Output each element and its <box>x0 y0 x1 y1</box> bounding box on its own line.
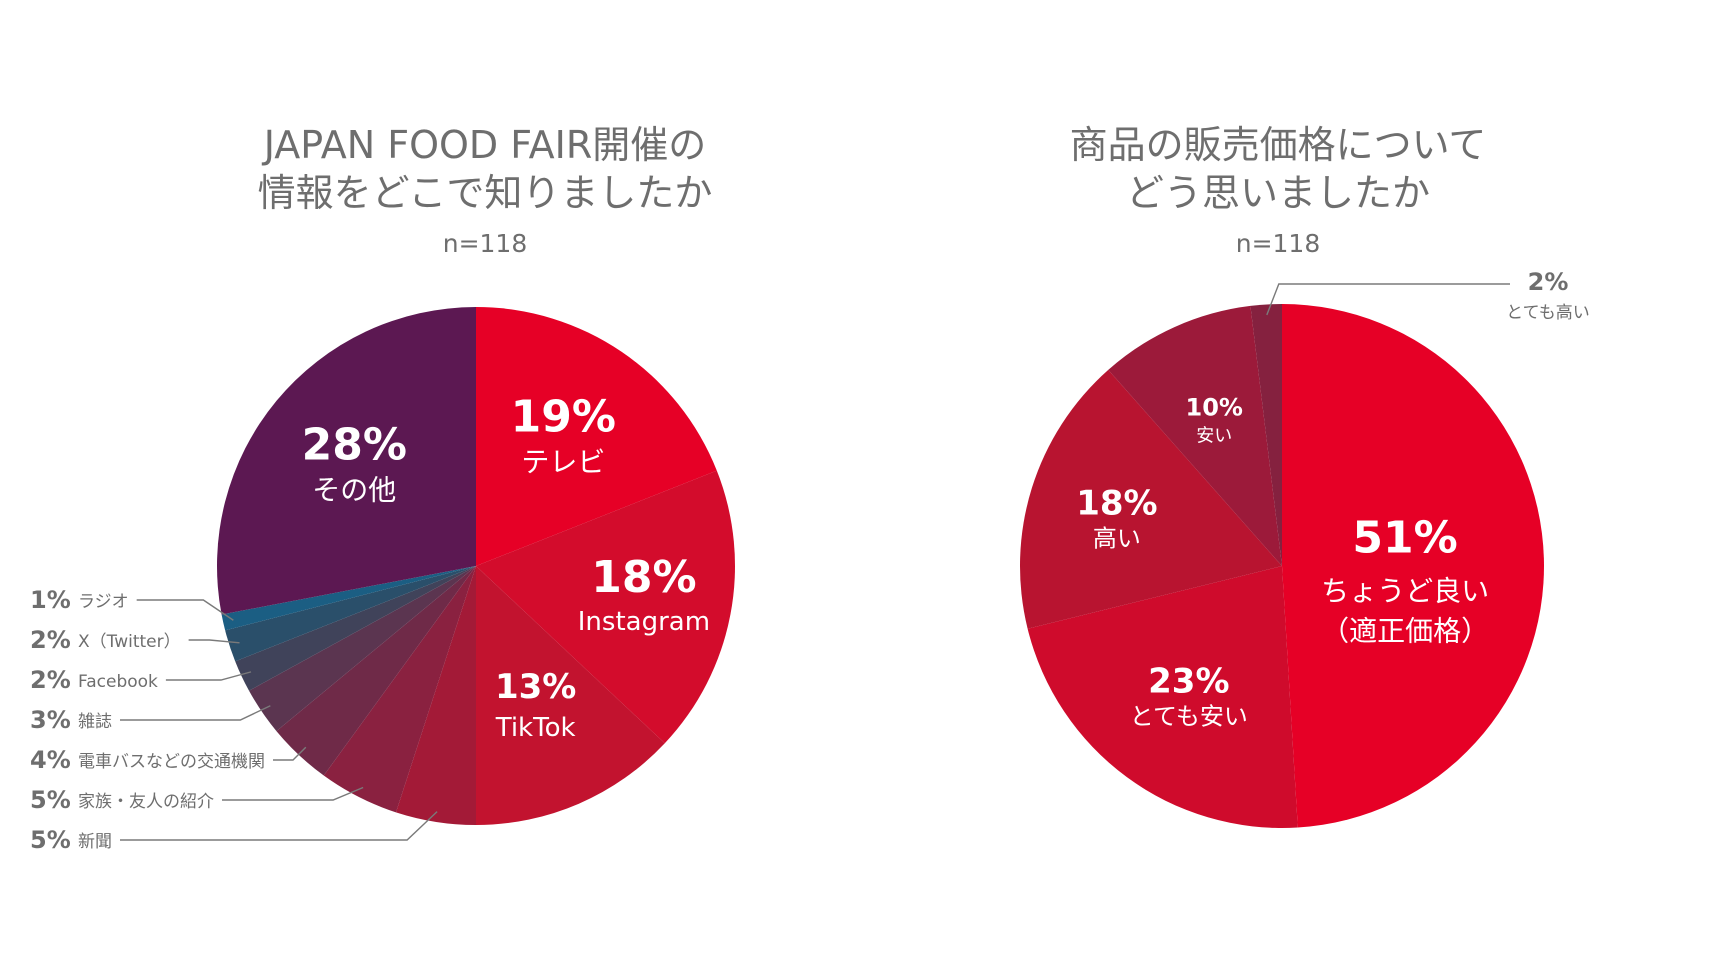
slice-category-label: 安い <box>1196 425 1232 446</box>
chart2-title-line2: どう思いましたか <box>1126 171 1430 215</box>
outside-percent-label: 1% <box>30 586 71 614</box>
chart1-subtitle: n=118 <box>443 229 528 258</box>
outside-category-label: 雑誌 <box>78 712 112 732</box>
outside-category-label: 新聞 <box>78 832 112 852</box>
outside-category-label: ラジオ <box>78 592 129 612</box>
pie-slice <box>225 566 476 662</box>
slice-percent-label: 18% <box>591 552 696 603</box>
leader-line <box>120 705 271 721</box>
slice-percent-label: 10% <box>1186 393 1243 421</box>
outside-category-label: X（Twitter） <box>78 632 181 652</box>
pie-slice <box>395 566 476 825</box>
outside-percent-label: 3% <box>30 706 71 734</box>
outside-percent-label: 2% <box>1528 268 1569 296</box>
chart1-title-line1: JAPAN FOOD FAIR開催の <box>262 123 707 167</box>
outside-category-label: Facebook <box>78 672 158 692</box>
pie-slice <box>249 566 476 732</box>
outside-category-label: 家族・友人の紹介 <box>78 792 214 812</box>
slice-percent-label: 19% <box>511 391 616 442</box>
pie-slice <box>1250 304 1282 566</box>
slice-category-label: その他 <box>312 473 396 506</box>
chart2-subtitle: n=118 <box>1236 229 1321 258</box>
outside-category-label: 電車バスなどの交通機関 <box>78 752 265 772</box>
leader-line <box>188 639 240 644</box>
slice-percent-label: 28% <box>302 419 407 470</box>
slice-percent-label: 18% <box>1076 484 1157 524</box>
pie-slice <box>476 566 665 825</box>
slice-percent-label: 13% <box>495 667 576 707</box>
pie-slice <box>1027 566 1298 828</box>
pie-slice <box>476 470 736 744</box>
leader-line <box>1266 283 1510 316</box>
slice-category-label: テレビ <box>521 445 605 478</box>
leader-line <box>165 671 252 681</box>
pie-chart-price-opinion <box>1020 304 1544 828</box>
leader-line <box>222 786 364 801</box>
outside-category-label: とても高い <box>1506 303 1590 323</box>
slice-category-label-cont: （適正価格） <box>1321 614 1489 647</box>
pie-slice <box>221 566 476 631</box>
outside-percent-label: 4% <box>30 746 71 774</box>
pie-slice <box>235 566 476 691</box>
pie-chart-info-source <box>216 307 736 825</box>
slice-category-label: とても安い <box>1130 703 1248 731</box>
outside-percent-label: 2% <box>30 626 71 654</box>
leader-line <box>273 746 307 761</box>
outside-percent-label: 2% <box>30 666 71 694</box>
outside-percent-label: 5% <box>30 826 71 854</box>
slice-category-label: TikTok <box>495 713 576 743</box>
slice-category-label: ちょうど良い <box>1321 574 1489 607</box>
leader-line <box>136 599 234 621</box>
pie-slice <box>216 307 476 615</box>
slice-category-label: 高い <box>1093 525 1141 553</box>
slice-percent-label: 23% <box>1148 662 1229 702</box>
chart2-title-line1: 商品の販売価格について <box>1070 123 1487 167</box>
pie-slice <box>1108 305 1282 566</box>
slice-percent-label: 51% <box>1352 512 1457 563</box>
chart1-title-line2: 情報をどこで知りましたか <box>258 171 713 215</box>
pie-chart-price-opinion-labels: 51% ちょうど良い （適正価格） 23%とても安い 18%高い 10% 安い 2% とても高い <box>1076 268 1590 731</box>
pie-slice <box>323 566 476 813</box>
slice-category-label: Instagram <box>578 607 710 637</box>
pie-slice <box>476 307 717 566</box>
pie-slice <box>1282 304 1544 828</box>
leader-line <box>120 811 438 841</box>
pie-slice <box>276 566 476 776</box>
outside-percent-label: 5% <box>30 786 71 814</box>
pie-slice <box>1020 369 1282 629</box>
